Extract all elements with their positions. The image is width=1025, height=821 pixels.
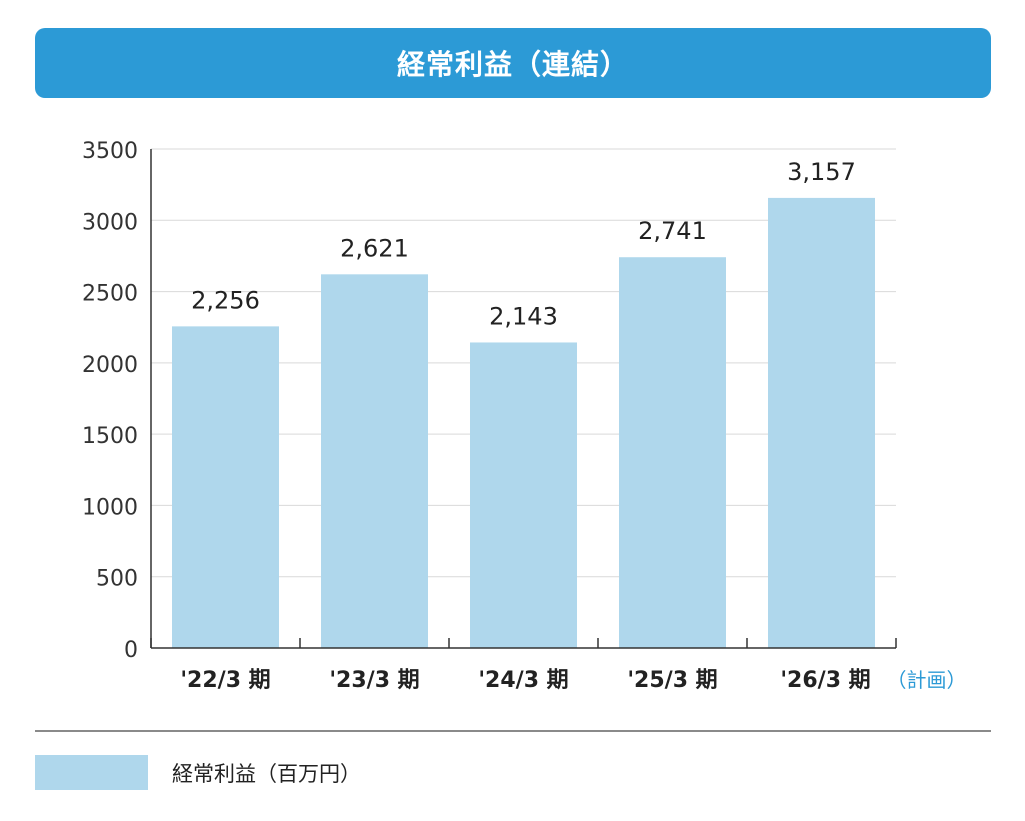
x-tick-label: '25/3 期 [627, 668, 717, 693]
legend-label: 経常利益（百万円） [172, 761, 361, 786]
bar [470, 342, 577, 648]
x-tick-label: '22/3 期 [180, 668, 270, 693]
x-tick-note: （計画） [887, 668, 967, 692]
data-label: 2,741 [638, 217, 707, 245]
bar [768, 197, 875, 649]
y-tick-label: 3000 [82, 210, 138, 235]
x-tick-label: '24/3 期 [478, 668, 568, 693]
y-tick-label: 2500 [82, 282, 138, 307]
legend-divider [35, 730, 991, 732]
x-tick-label: '23/3 期 [329, 668, 419, 693]
data-label: 3,157 [787, 158, 856, 186]
y-tick-label: 1500 [82, 424, 138, 449]
y-tick-label: 500 [96, 567, 138, 592]
y-tick-label: 0 [124, 638, 138, 663]
title-banner: 経常利益（連結） [35, 28, 991, 98]
data-label: 2,143 [489, 302, 558, 330]
bar [619, 257, 726, 648]
y-tick-label: 2000 [82, 353, 138, 378]
x-tick-label: '26/3 期 [780, 668, 870, 693]
bar [172, 326, 279, 648]
bar-chart: 0 500 1000 1500 2000 2500 3000 3500 2,256 '22/3 期… [82, 139, 967, 693]
y-tick-label: 1000 [82, 495, 138, 520]
chart-title: 経常利益（連結） [396, 48, 629, 81]
legend: 経常利益（百万円） [35, 755, 361, 790]
legend-swatch [35, 755, 148, 790]
data-label: 2,621 [340, 234, 409, 262]
data-label: 2,256 [191, 286, 260, 314]
y-tick-label: 3500 [82, 139, 138, 164]
bar [321, 274, 428, 648]
